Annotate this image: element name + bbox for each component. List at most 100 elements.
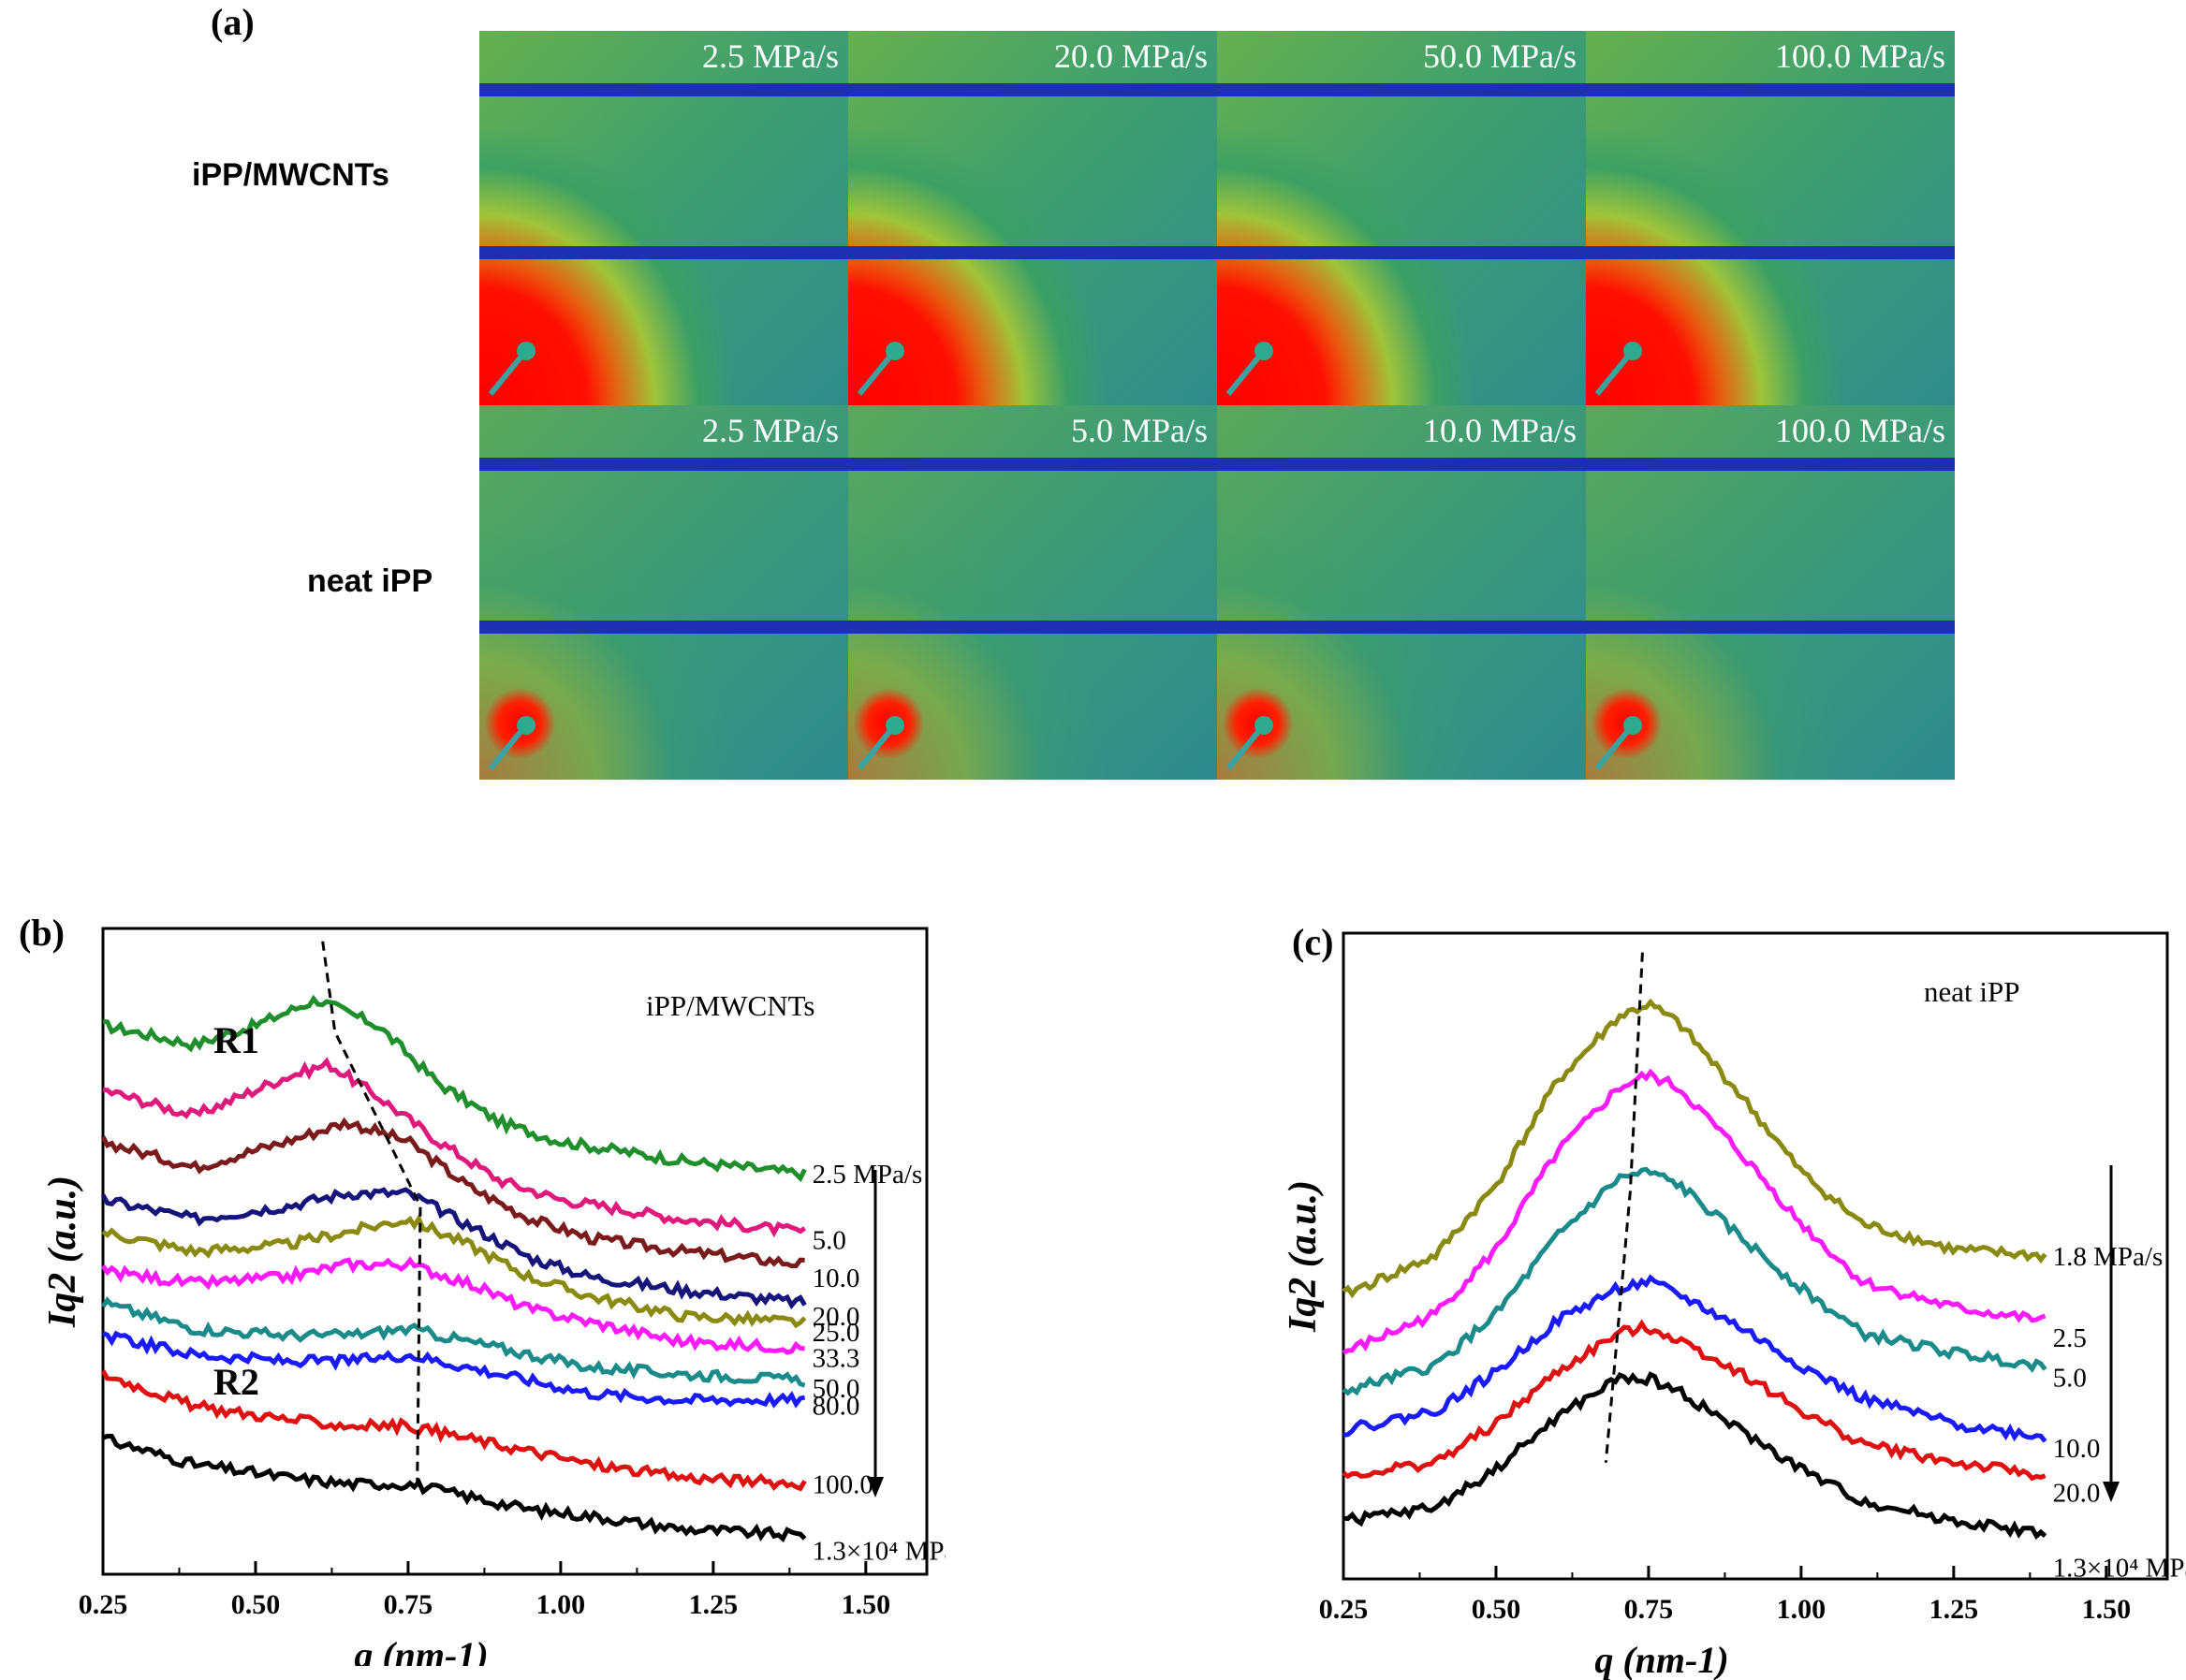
series-line-3 <box>1342 1166 2047 1396</box>
region-annotation: R1 <box>213 1019 259 1061</box>
tile-rate-label: 5.0 MPa/s <box>1070 412 1208 449</box>
series-label: 20.0 <box>813 1302 860 1332</box>
x-tick-label: 1.50 <box>842 1589 891 1620</box>
series-label: 20.0 <box>2053 1479 2101 1509</box>
series-line-7 <box>100 1296 806 1388</box>
tile-rate-label: 2.5 MPa/s <box>701 37 839 75</box>
beamstop-icon <box>857 342 904 396</box>
beamstop-icon <box>1594 716 1642 770</box>
row-label-mwcnts: iPP/MWCNTs <box>192 157 389 193</box>
series-label: 100.0 <box>813 1469 873 1499</box>
series-label: 5.0 <box>2053 1363 2087 1393</box>
saxs-tile-neat-4: 100.0 MPa/s <box>1586 405 1955 780</box>
region-annotation: R2 <box>213 1361 259 1403</box>
tile-rate-label: 50.0 MPa/s <box>1422 37 1577 75</box>
series-label: 50.0 <box>813 1374 860 1404</box>
series-label: 2.5 MPa/s <box>813 1160 923 1190</box>
peak-shift-guide <box>1604 952 1644 1463</box>
series-line-6 <box>100 1256 805 1355</box>
series-line-1 <box>1342 998 2047 1299</box>
beamstop-icon <box>488 342 535 396</box>
chart-c: (c) 0.25 0.50 0.75 1.00 1.25 1.50 q (nm-1) Iq2 (… <box>1282 921 2186 1680</box>
y-axis-label: Iq2 (a.u.) <box>41 1176 84 1328</box>
detector-gap-bar <box>1586 621 1955 634</box>
chart-title: iPP/MWCNTs <box>646 989 814 1022</box>
series-line-9 <box>100 1369 807 1492</box>
saxs-tile-mw-1: 2.5 MPa/s <box>479 31 848 405</box>
panel-a-label: (a) <box>211 1 255 43</box>
detector-gap-bar <box>1586 458 1955 471</box>
series-line-6 <box>1342 1371 2047 1541</box>
series-line-5 <box>1342 1319 2047 1482</box>
series-line-1 <box>102 994 807 1183</box>
row-label-neat: neat iPP <box>307 563 433 599</box>
x-tick-label: 1.25 <box>1929 1594 1979 1625</box>
series-label: 33.3 <box>813 1344 860 1374</box>
series-line-2 <box>102 1057 807 1238</box>
x-tick-label: 1.25 <box>689 1589 739 1620</box>
series-line-4 <box>1342 1274 2047 1443</box>
detector-gap-bar <box>479 83 848 96</box>
x-tick-label: 0.75 <box>1624 1594 1674 1625</box>
series-label: 10.0 <box>813 1264 860 1293</box>
series-label: 10.0 <box>2053 1434 2101 1464</box>
detector-gap-bar <box>848 246 1217 259</box>
series-label: 25.0 <box>813 1318 860 1348</box>
tile-rate-label: 10.0 MPa/s <box>1422 412 1577 449</box>
plot-frame <box>1342 931 2169 1581</box>
series-line-10 <box>102 1433 807 1542</box>
beamstop-icon <box>488 716 535 770</box>
series-label: 1.3×10⁴ MPa/s <box>2053 1554 2186 1584</box>
series-line-8 <box>101 1330 806 1409</box>
detector-gap-bar <box>1217 458 1586 471</box>
x-tick-label: 1.50 <box>2082 1594 2132 1625</box>
tile-rate-label: 2.5 MPa/s <box>701 412 839 449</box>
saxs-tile-neat-1: 2.5 MPa/s <box>479 405 848 780</box>
tile-rate-label: 20.0 MPa/s <box>1053 37 1208 75</box>
saxs-tile-mw-2: 20.0 MPa/s <box>848 31 1217 405</box>
x-tick-label: 0.50 <box>231 1589 281 1620</box>
x-axis-label: q (nm-1) <box>1594 1639 1728 1680</box>
series-line-3 <box>100 1117 805 1269</box>
chart-title: neat iPP <box>1924 975 2019 1008</box>
tile-rate-label: 100.0 MPa/s <box>1774 412 1945 449</box>
saxs-tile-neat-2: 5.0 MPa/s <box>848 405 1217 780</box>
saxs-tile-mw-4: 100.0 MPa/s <box>1586 31 1955 405</box>
detector-gap-bar <box>1217 246 1586 259</box>
x-tick-label: 1.00 <box>536 1589 586 1620</box>
series-label: 5.0 <box>813 1225 846 1255</box>
beamstop-icon <box>1225 716 1273 770</box>
x-tick-label: 0.25 <box>79 1589 128 1620</box>
y-axis-label: Iq2 (a.u.) <box>1282 1180 1325 1333</box>
x-tick-label: 0.50 <box>1472 1594 1521 1625</box>
panel-label: (b) <box>19 912 65 954</box>
series-line-5 <box>101 1213 807 1329</box>
plot-frame <box>101 927 929 1576</box>
beamstop-icon <box>857 716 904 770</box>
series-label: 2.5 <box>2053 1323 2087 1353</box>
detector-gap-bar <box>1586 83 1955 96</box>
x-tick-label: 0.25 <box>1319 1594 1369 1625</box>
saxs-tile-neat-3: 10.0 MPa/s <box>1217 405 1586 780</box>
series-line-2 <box>1342 1068 2047 1355</box>
series-label: 80.0 <box>813 1392 860 1422</box>
detector-gap-bar <box>479 246 848 259</box>
detector-gap-bar <box>479 621 848 634</box>
x-axis-label: q (nm-1) <box>354 1634 488 1666</box>
detector-gap-bar <box>479 458 848 471</box>
series-line-4 <box>100 1187 807 1310</box>
detector-gap-bar <box>848 458 1217 471</box>
detector-gap-bar <box>1217 621 1586 634</box>
x-tick-label: 0.75 <box>384 1589 433 1620</box>
tile-rate-label: 100.0 MPa/s <box>1774 37 1945 75</box>
detector-gap-bar <box>1586 246 1955 259</box>
rate-arrow-head <box>2103 1482 2120 1502</box>
detector-gap-bar <box>1217 83 1586 96</box>
saxs-tile-mw-3: 50.0 MPa/s <box>1217 31 1586 405</box>
detector-gap-bar <box>848 83 1217 96</box>
beamstop-icon <box>1594 342 1642 396</box>
panel-label: (c) <box>1292 921 1333 963</box>
detector-gap-bar <box>848 621 1217 634</box>
chart-b: (b) 0.25 0.50 0.75 1.00 1.25 1.50 q (nm-1) Iq2 (… <box>19 912 946 1666</box>
series-label: 1.3×10⁴ MPa/s <box>813 1537 946 1567</box>
